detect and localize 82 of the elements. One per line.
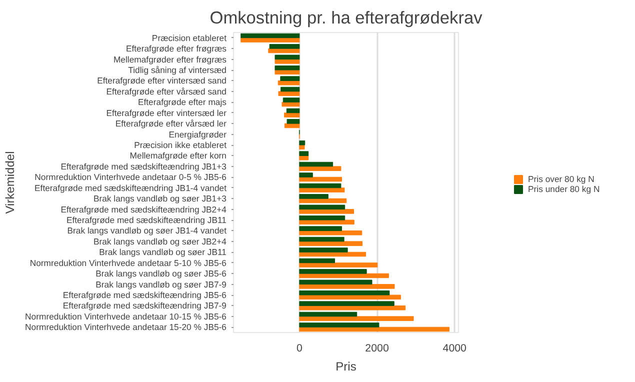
y-tick-label: Mellemafgrøder efter frøgræs <box>113 54 228 64</box>
bar <box>299 151 309 156</box>
bar <box>299 326 450 332</box>
y-tick-label: Brak langs vandløb og søer JB7-9 <box>96 279 227 290</box>
y-tick-label: Efterafgrøde med sædskifteændring JB7-9 <box>62 300 227 311</box>
bar <box>299 301 394 306</box>
bar <box>299 252 366 257</box>
bar <box>299 262 378 268</box>
bar <box>299 198 347 204</box>
legend-label: Pris over 80 kg N <box>528 174 594 184</box>
y-tick-label: Efterafgrøde med sædskifteændring JB1-4 vandet <box>34 182 228 193</box>
bar <box>286 119 300 124</box>
bar <box>299 226 342 231</box>
bar <box>299 176 342 182</box>
bar <box>299 162 334 167</box>
chart-title: Omkostning pr. ha efterafgrødekrav <box>210 8 483 28</box>
y-tick-label: Efterafgrøde med sædskifteændring JB11 <box>66 215 227 225</box>
y-tick-label: Efterafgrøde efter vårsæd sand <box>106 86 227 96</box>
y-tick-label: Normreduktion Vinterhvede andetaar 15-20 % JB5-6 <box>25 322 227 332</box>
bar <box>299 140 306 146</box>
bar <box>299 215 346 220</box>
bar <box>282 102 300 107</box>
bar <box>299 155 309 160</box>
bar <box>299 322 380 328</box>
bar <box>299 290 390 296</box>
y-tick-label: Efterafgrøde efter vintersæd sand <box>97 76 227 86</box>
bar <box>280 76 300 81</box>
bar <box>299 312 358 317</box>
bar <box>286 108 300 114</box>
y-tick-label: Brak langs vandløb og søer JB1+3 <box>93 194 227 204</box>
y-tick-label: Brak langs vandløb og søer JB5-6 <box>96 268 227 279</box>
y-tick-label: Efterafgrøde med sædskifteændring JB5-6 <box>62 290 227 300</box>
y-tick-label: Efterafgrøde med sædskifteændring JB2+4 <box>60 204 227 214</box>
bar <box>278 80 300 86</box>
y-tick-label: Præcision etableret <box>152 32 228 43</box>
bar <box>299 230 362 236</box>
bar <box>299 204 346 210</box>
legend-label: Pris under 80 kg N <box>528 184 600 194</box>
y-axis-title: Virkemiddel <box>3 151 18 214</box>
x-tick-label: 0 <box>296 342 302 354</box>
bar <box>299 258 335 264</box>
bar <box>299 236 344 242</box>
bar <box>282 98 300 102</box>
x-axis-title: Pris <box>336 360 356 374</box>
y-tick-label: Normreduktion Vinterhvede andetaar 0-5 % JB5-6 <box>34 172 227 182</box>
bar <box>240 38 300 42</box>
bar <box>274 54 300 60</box>
bar <box>240 33 300 38</box>
y-tick-label: Efterafgrøde efter vintersæd ler <box>106 108 227 118</box>
bar <box>284 112 300 118</box>
y-tick-label: Efterafgrøde efter frøgræs <box>126 44 228 54</box>
bar <box>299 172 313 178</box>
y-tick-label: Efterafgrøde med sædskifteændring JB1+3 <box>60 161 227 172</box>
bar <box>299 280 372 285</box>
y-tick-label: Normreduktion Vinterhvede andetaar 5-10 % JB5-6 <box>30 258 227 268</box>
bar <box>299 183 342 188</box>
bar <box>299 316 414 321</box>
y-tick-label: Energiafgrøder <box>168 129 227 140</box>
bar <box>299 305 406 310</box>
x-tick-label: 4000 <box>442 342 467 354</box>
y-tick-label: Efterafgrøde efter majs <box>138 97 228 108</box>
bar <box>299 241 363 246</box>
y-tick-label: Brak langs vandløb og søer JB2+4 <box>93 236 227 246</box>
bar <box>280 86 300 92</box>
bar <box>299 194 328 199</box>
y-tick-label: Mellemafgrøde efter korn <box>130 150 227 161</box>
bar <box>299 248 348 252</box>
y-tick-label: Efterafgrøde efter vårsæd ler <box>115 118 227 129</box>
y-tick-label: Tidlig såning af vintersæd <box>128 65 227 75</box>
bar <box>274 65 300 70</box>
y-tick-label: Præcision ikke etableret <box>134 140 228 150</box>
bar <box>269 44 300 49</box>
bar <box>274 59 300 64</box>
bar <box>299 144 305 150</box>
y-tick-label: Brak langs vandløb og søer JB11 <box>99 247 227 258</box>
bar <box>299 269 367 274</box>
bar <box>299 209 354 214</box>
y-tick-label: Normreduktion Vinterhvede andetaar 10-15 % JB5-6 <box>25 311 227 322</box>
bar <box>299 188 345 192</box>
bar <box>299 284 395 289</box>
y-tick-label: Brak langs vandløb og søer JB1-4 vandet <box>67 226 228 236</box>
x-tick-label: 2000 <box>365 342 389 354</box>
